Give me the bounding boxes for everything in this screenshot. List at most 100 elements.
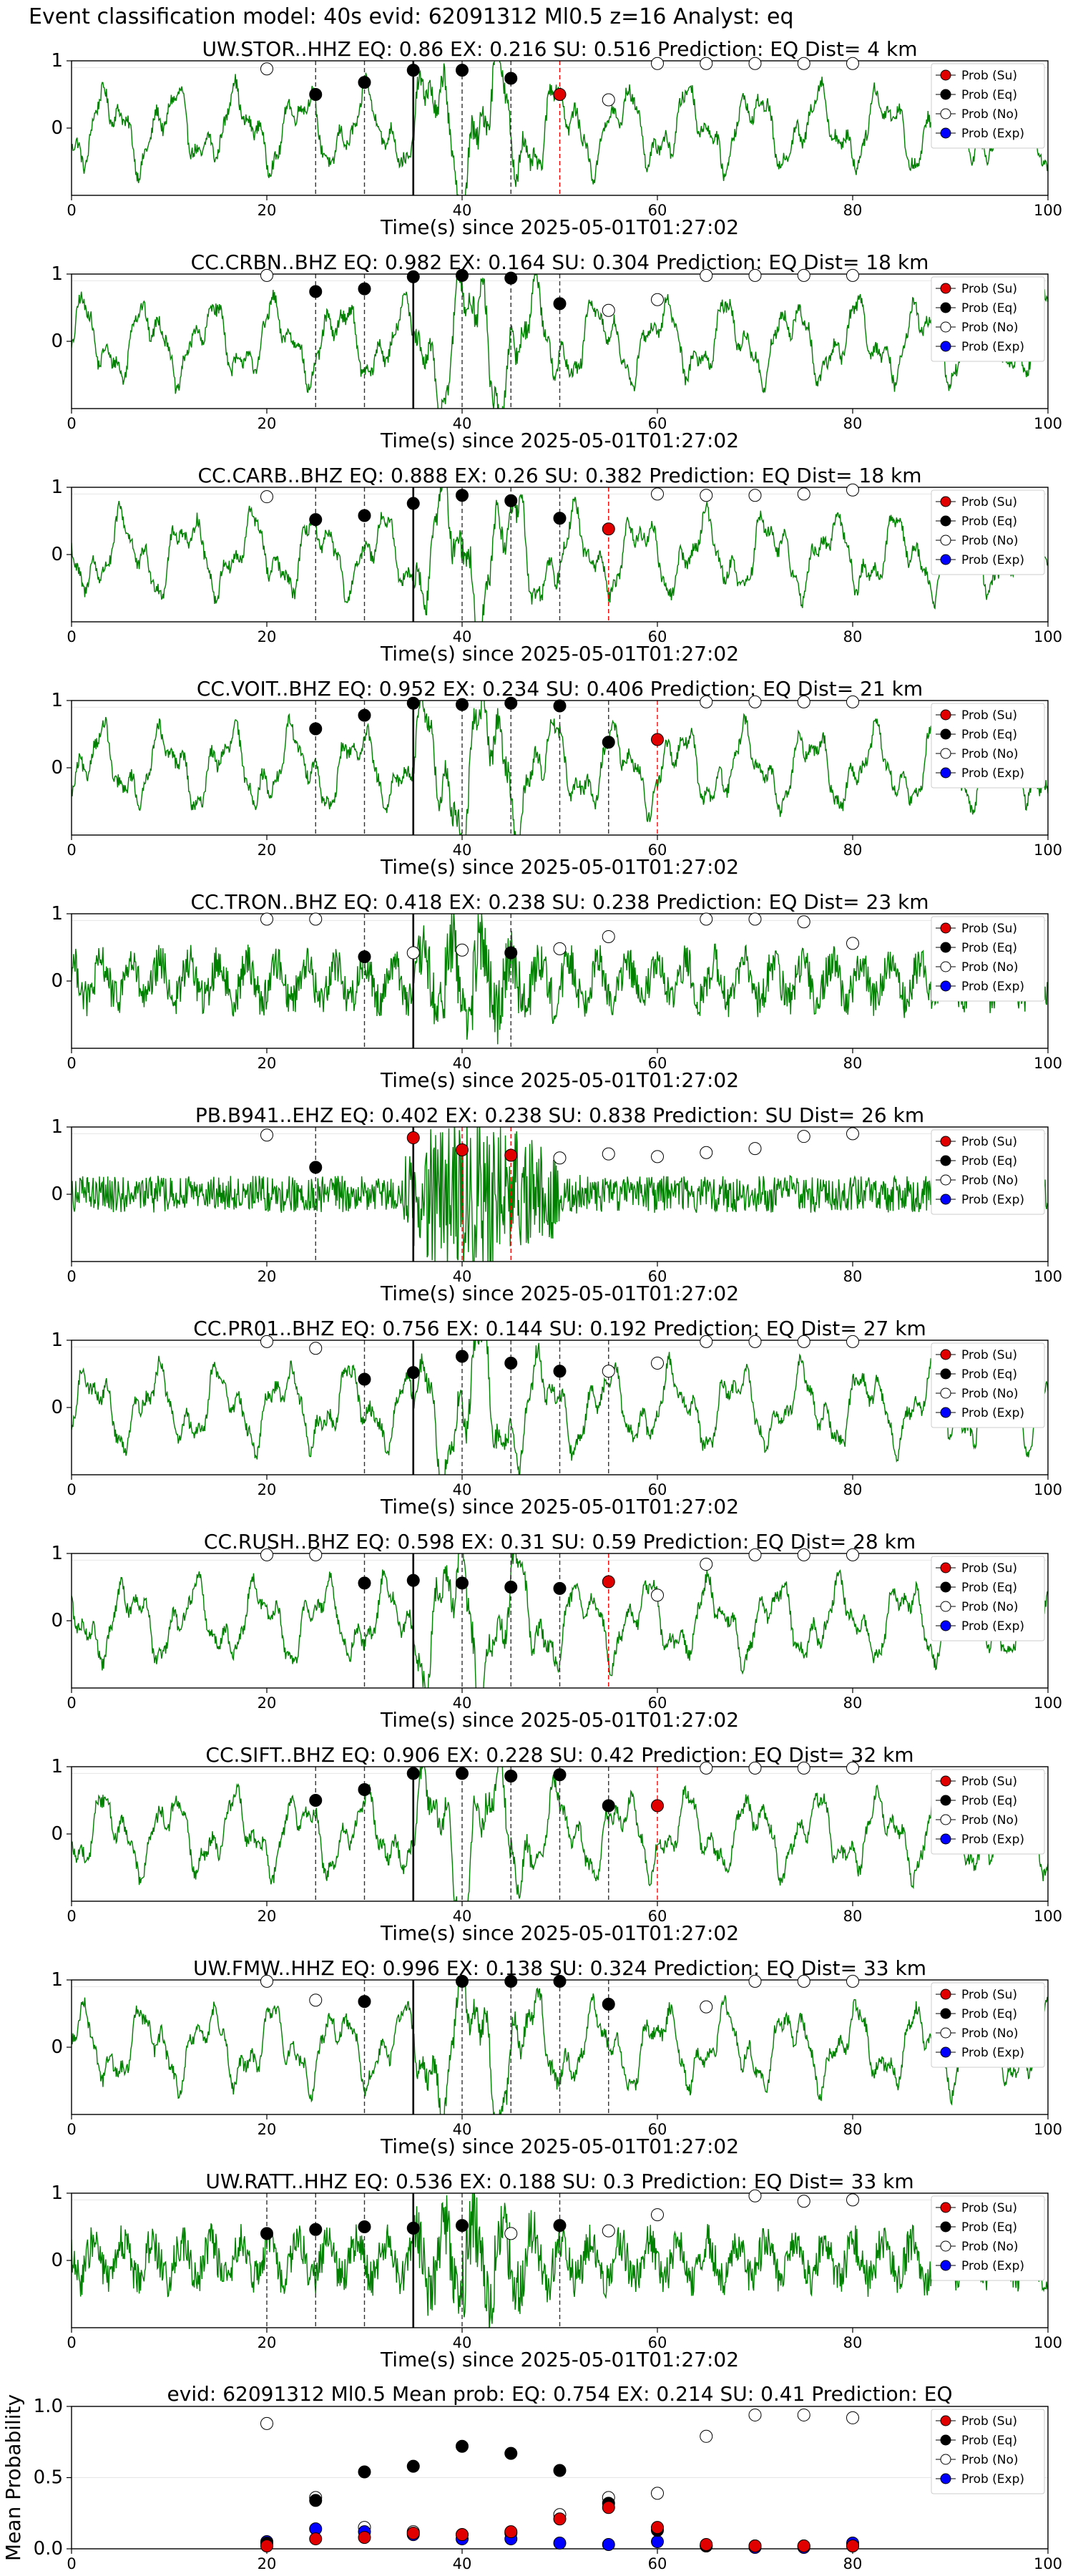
station-panel: CC.SIFT..BHZ EQ: 0.906 EX: 0.228 SU: 0.4…	[51, 1743, 1062, 1945]
prob-no-marker	[651, 2487, 664, 2500]
x-tick-label: 0	[67, 1694, 76, 1712]
prob-eq-marker	[504, 1356, 518, 1370]
prob-no-marker	[651, 57, 664, 70]
prob-su-marker	[406, 1131, 420, 1145]
prob-eq-marker	[309, 88, 323, 101]
legend-label: Prob (Eq)	[961, 1367, 1017, 1382]
prob-no-marker	[748, 1142, 762, 1156]
waveform-trace	[72, 1127, 1048, 1262]
station-title: CC.SIFT..BHZ EQ: 0.906 EX: 0.228 SU: 0.4…	[205, 1743, 913, 1767]
prob-eq-marker	[406, 64, 420, 77]
x-tick-label: 60	[648, 1268, 667, 1285]
legend-label: Prob (No)	[961, 1174, 1019, 1188]
x-tick-label: 20	[258, 628, 277, 645]
waveform-trace	[72, 274, 1048, 409]
legend-label: Prob (Exp)	[961, 980, 1024, 994]
prob-su-marker	[456, 2528, 469, 2542]
prob-eq-marker	[406, 2459, 420, 2473]
x-tick-label: 20	[258, 1908, 277, 1925]
prob-eq-marker	[504, 696, 518, 710]
x-tick-label: 20	[258, 1268, 277, 1285]
legend-label: Prob (Exp)	[961, 2259, 1024, 2273]
x-tick-label: 100	[1034, 1908, 1062, 1925]
prob-su-marker	[553, 2512, 567, 2526]
x-axis-label: Time(s) since 2025-05-01T01:27:02	[380, 2135, 739, 2158]
y-tick-label: 0	[51, 2250, 63, 2271]
prob-eq-marker	[309, 2223, 323, 2236]
prob-eq-marker	[406, 1767, 420, 1780]
station-panel: UW.RATT..HHZ EQ: 0.536 EX: 0.188 SU: 0.3…	[51, 2170, 1062, 2371]
y-tick-label: 1	[51, 50, 63, 72]
prob-no-marker	[748, 268, 762, 282]
prob-no-marker	[309, 1342, 323, 1355]
x-tick-label: 60	[648, 2121, 667, 2138]
legend-label: Prob (Su)	[961, 1348, 1017, 1362]
prob-no-marker	[309, 1548, 323, 1561]
prob-no-marker	[748, 489, 762, 502]
x-axis-label: Time(s) since 2025-05-01T01:27:02	[380, 429, 739, 452]
legend-box	[931, 916, 1045, 1002]
legend-box	[931, 2409, 1045, 2494]
x-tick-label: 60	[648, 415, 667, 432]
prob-no-marker	[260, 912, 273, 926]
prob-su-marker	[651, 733, 664, 746]
x-tick-label: 40	[453, 2121, 472, 2138]
prob-no-marker	[700, 1146, 713, 1159]
station-panel: CC.VOIT..BHZ EQ: 0.952 EX: 0.234 SU: 0.4…	[51, 677, 1062, 879]
prob-no-marker	[748, 2189, 762, 2202]
station-title: CC.TRON..BHZ EQ: 0.418 EX: 0.238 SU: 0.2…	[190, 890, 929, 914]
legend-marker	[940, 2202, 951, 2213]
prob-no-marker	[456, 943, 469, 957]
waveform-trace	[72, 2193, 1048, 2328]
prob-eq-marker	[309, 513, 323, 527]
prob-no-marker	[846, 268, 859, 282]
legend-marker	[940, 2046, 951, 2058]
prob-no-marker	[260, 268, 273, 282]
x-tick-label: 0	[67, 2555, 76, 2572]
x-tick-label: 80	[843, 2334, 863, 2351]
x-axis-label: Time(s) since 2025-05-01T01:27:02	[380, 1495, 739, 1518]
y-tick-label: 0.0	[34, 2538, 63, 2560]
prob-no-marker	[700, 695, 713, 708]
x-tick-label: 80	[843, 202, 863, 219]
prob-no-marker	[260, 2416, 273, 2430]
x-tick-label: 80	[843, 1481, 863, 1498]
prob-eq-marker	[358, 1576, 371, 1590]
legend-label: Prob (Exp)	[961, 2472, 1024, 2487]
station-title: CC.VOIT..BHZ EQ: 0.952 EX: 0.234 SU: 0.4…	[197, 677, 923, 701]
legend-label: Prob (Exp)	[961, 1193, 1024, 1207]
prob-no-marker	[797, 695, 810, 708]
prob-no-marker	[748, 57, 762, 70]
prob-eq-marker	[456, 1974, 469, 1988]
prob-eq-marker	[358, 2220, 371, 2233]
prob-eq-marker	[553, 1365, 567, 1378]
station-panel: UW.STOR..HHZ EQ: 0.86 EX: 0.216 SU: 0.51…	[51, 37, 1062, 239]
legend-marker	[940, 748, 951, 759]
x-axis-label: Time(s) since 2025-05-01T01:27:02	[380, 215, 739, 239]
station-panel: CC.PR01..BHZ EQ: 0.756 EX: 0.144 SU: 0.1…	[51, 1317, 1062, 1518]
prob-no-marker	[651, 293, 664, 306]
prob-no-marker	[602, 2224, 615, 2238]
legend-marker	[940, 1368, 951, 1380]
x-tick-label: 80	[843, 1908, 863, 1925]
prob-eq-marker	[504, 72, 518, 85]
prob-no-marker	[260, 490, 273, 504]
prob-no-marker	[700, 1335, 713, 1348]
y-tick-label: 1	[51, 2182, 63, 2204]
prob-no-marker	[797, 2408, 810, 2421]
legend-marker	[940, 1989, 951, 2000]
x-axis-label: Time(s) since 2025-05-01T01:27:02	[380, 1921, 739, 1945]
y-tick-label: 0	[51, 1184, 63, 1205]
station-title: CC.CARB..BHZ EQ: 0.888 EX: 0.26 SU: 0.38…	[197, 464, 921, 487]
prob-no-marker	[700, 1761, 713, 1775]
prob-eq-marker	[309, 1161, 323, 1174]
prob-no-marker	[797, 487, 810, 501]
prob-su-marker	[358, 2531, 371, 2545]
legend-marker	[940, 1387, 951, 1399]
prob-eq-marker	[504, 1581, 518, 1594]
y-tick-label: 0	[51, 1823, 63, 1845]
x-axis-label: Time(s) since 2025-05-01T01:27:02	[380, 855, 739, 879]
legend-marker	[940, 1174, 951, 1186]
prob-su-marker	[700, 2538, 713, 2552]
y-tick-label: 0	[51, 117, 63, 139]
